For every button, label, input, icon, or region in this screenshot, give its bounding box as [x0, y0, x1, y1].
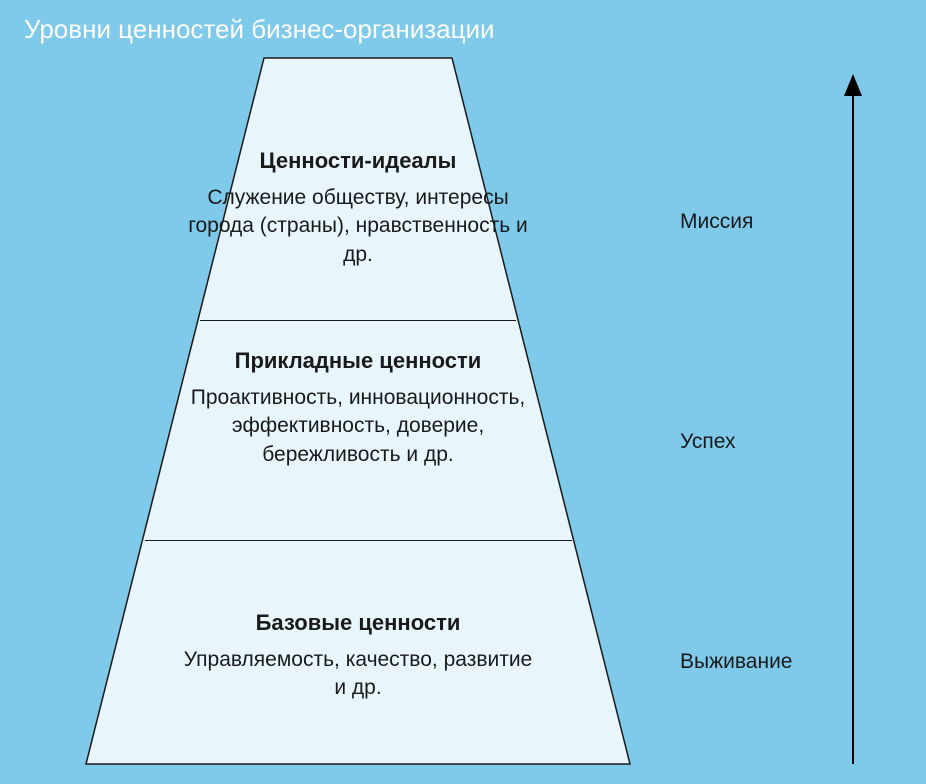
arrow-head-icon: [844, 74, 862, 96]
arrow-line: [852, 96, 854, 764]
level-2: Базовые ценности Управляемость, качество,…: [178, 610, 538, 703]
level-title-2: Базовые ценности: [178, 610, 538, 636]
divider-0: [200, 320, 516, 321]
side-label-0: Миссия: [680, 210, 753, 234]
level-body-2: Управляемость, качество, развитие и др.: [178, 646, 538, 703]
level-title-1: Прикладные ценности: [178, 348, 538, 374]
side-label-1: Успех: [680, 430, 736, 454]
side-label-2: Выживание: [680, 650, 793, 674]
level-title-0: Ценности-идеалы: [178, 148, 538, 174]
diagram-canvas: Уровни ценностей бизнес-организации Ценн…: [0, 0, 926, 784]
level-1: Прикладные ценности Проактивность, иннова…: [178, 348, 538, 469]
level-0: Ценности-идеалы Служение обществу, интере…: [178, 148, 538, 269]
level-body-1: Проактивность, инновационность, эффектив…: [178, 384, 538, 469]
level-body-0: Служение обществу, интересы города (стра…: [178, 184, 538, 269]
divider-1: [145, 540, 572, 541]
